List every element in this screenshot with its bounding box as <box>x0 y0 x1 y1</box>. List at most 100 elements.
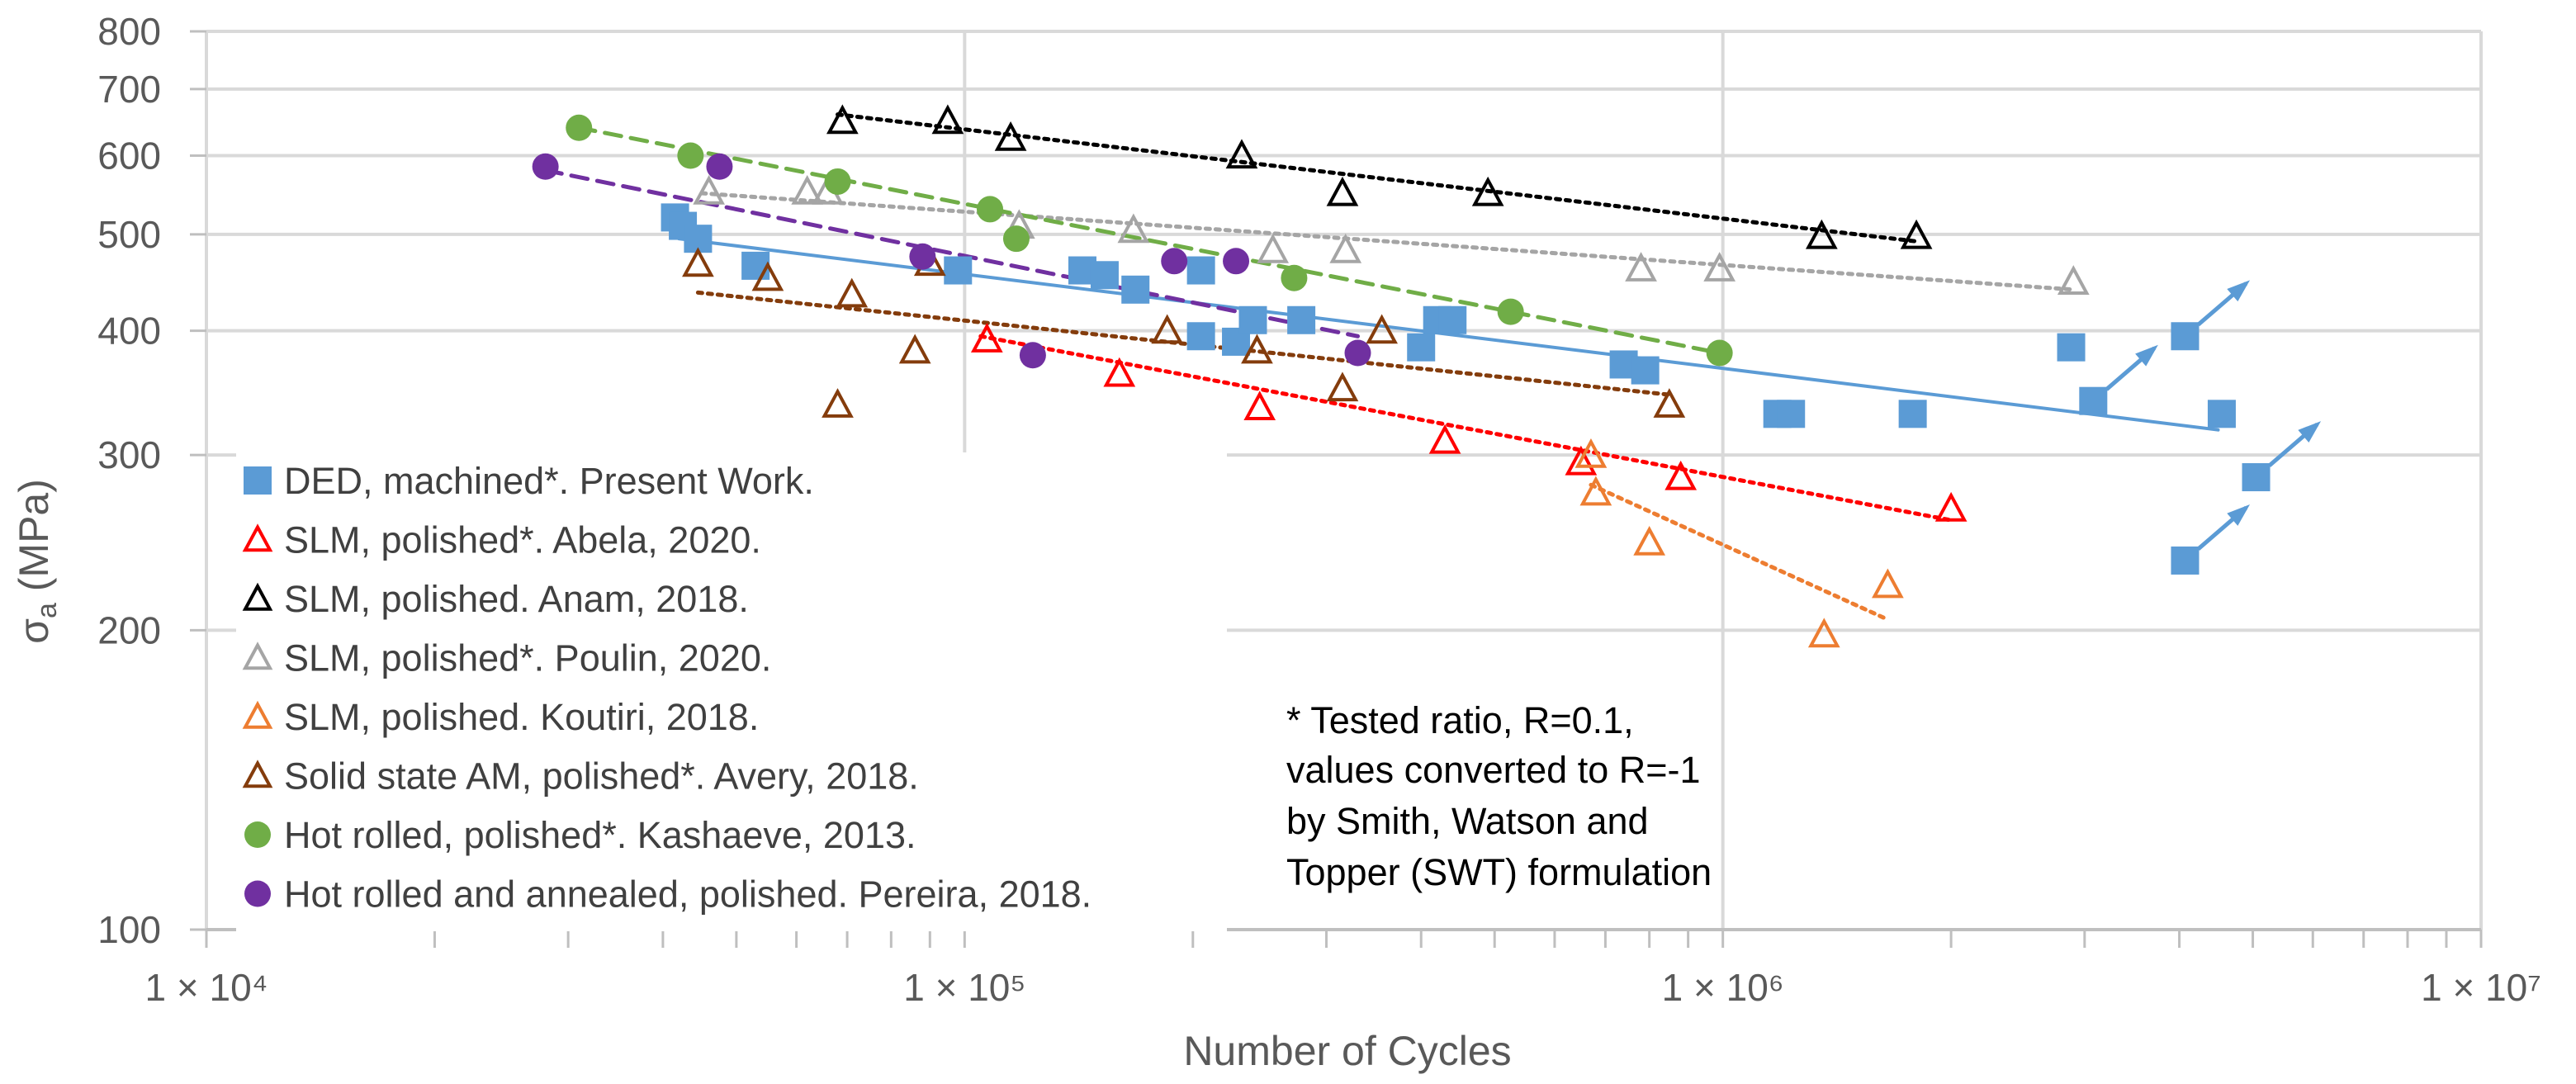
legend-marker-4 <box>242 700 273 729</box>
data-point-s1 <box>1103 357 1136 387</box>
data-point-s5 <box>751 261 784 291</box>
data-point-s5 <box>1151 314 1184 344</box>
data-point-s0 <box>1438 305 1467 334</box>
data-point-s1 <box>1664 460 1698 490</box>
data-point-s7 <box>532 153 559 180</box>
data-point-s3 <box>2057 265 2090 295</box>
x-tick-label: 1 × 10⁵ <box>903 966 1025 1009</box>
data-point-s1 <box>970 323 1003 353</box>
legend-label-0: DED, machined*. Present Work. <box>284 460 814 502</box>
tick-labels: 100 200 300 400 500 600 700 800 1 × 10⁴ 1 × 10⁵ 1 … <box>97 10 2541 1009</box>
y-tick-label: 500 <box>97 213 161 256</box>
legend: DED, machined*. Present Work. SLM, polish… <box>236 452 1227 931</box>
y-tick-label: 700 <box>97 68 161 111</box>
y-tick-label: 200 <box>97 608 161 651</box>
data-point-s5 <box>1326 372 1359 402</box>
data-point-s0 <box>2171 546 2200 575</box>
x-axis-title: Number of Cycles <box>1183 1028 1511 1074</box>
legend-label-2: SLM, polished. Anam, 2018. <box>284 578 749 620</box>
data-point-s6 <box>566 114 593 141</box>
data-point-s2 <box>1225 139 1258 169</box>
data-point-s6 <box>977 196 1004 223</box>
data-point-s0 <box>741 251 770 280</box>
data-point-s5 <box>1366 314 1398 344</box>
legend-label-3: SLM, polished*. Poulin, 2020. <box>284 637 771 679</box>
data-point-s0 <box>944 256 973 285</box>
data-point-s7 <box>1223 248 1250 275</box>
data-point-s0 <box>1186 322 1215 351</box>
data-point-s0 <box>2207 400 2236 428</box>
data-point-s0 <box>2057 333 2086 362</box>
data-point-s0 <box>1898 400 1927 428</box>
data-point-s6 <box>824 168 851 195</box>
data-point-s3 <box>1329 233 1362 263</box>
legend-marker-3 <box>242 641 273 670</box>
data-point-s2 <box>1900 219 1933 249</box>
data-point-s6 <box>1281 264 1308 291</box>
data-point-s0 <box>1631 356 1660 385</box>
legend-label-4: SLM, polished. Koutiri, 2018. <box>284 696 759 738</box>
data-point-s3 <box>1703 252 1736 282</box>
y-tick-label: 300 <box>97 433 161 476</box>
y-axis-title: σa (MPa) <box>11 479 63 644</box>
legend-marker-5 <box>242 760 273 788</box>
trendline-1 <box>978 334 1953 523</box>
data-point-s4 <box>1574 438 1608 468</box>
legend-marker-1 <box>242 523 273 552</box>
data-point-s7 <box>1344 339 1371 367</box>
note-line-3: by Smith, Watson and <box>1286 800 1649 842</box>
data-point-s5 <box>898 334 931 364</box>
data-point-s0 <box>1090 261 1119 290</box>
data-point-s4 <box>1579 476 1612 506</box>
data-point-s0 <box>2171 322 2200 351</box>
legend-label-7: Hot rolled and annealed, polished. Perei… <box>284 873 1091 916</box>
data-point-s6 <box>1002 225 1030 253</box>
data-point-s2 <box>931 104 964 135</box>
note-line-1: * Tested ratio, R=0.1, <box>1286 699 1634 741</box>
runout-arrow-head <box>2135 344 2158 367</box>
data-point-s7 <box>706 153 733 180</box>
data-point-s6 <box>1706 339 1733 367</box>
data-point-s3 <box>1257 233 1290 263</box>
data-point-s0 <box>1777 400 1806 428</box>
data-point-s1 <box>1428 424 1461 454</box>
x-tick-label: 1 × 10⁶ <box>1662 966 1784 1009</box>
data-point-s4 <box>1807 618 1840 648</box>
data-point-s0 <box>1287 305 1316 334</box>
y-tick-label: 100 <box>97 908 161 951</box>
legend-marker-6 <box>244 821 271 848</box>
legend-label-1: SLM, polished*. Abela, 2020. <box>284 519 761 561</box>
data-point-s3 <box>1625 252 1657 282</box>
data-point-s4 <box>1633 525 1666 556</box>
data-point-s0 <box>2079 386 2108 415</box>
x-tick-label: 1 × 10⁴ <box>145 966 268 1009</box>
data-point-s6 <box>677 142 704 169</box>
trendline-2 <box>836 112 1919 244</box>
legend-marker-7 <box>244 880 271 907</box>
data-point-s3 <box>1117 213 1150 244</box>
trendline-3 <box>699 191 2076 292</box>
trendline-5 <box>695 290 1672 397</box>
data-point-s2 <box>994 121 1027 151</box>
data-point-s1 <box>1565 445 1598 476</box>
data-point-s2 <box>1326 176 1359 206</box>
runout-arrow-head <box>2227 280 2251 302</box>
note-box: * Tested ratio, R=0.1, values converted … <box>1286 699 1712 893</box>
legend-label-5: Solid state AM, polished*. Avery, 2018. <box>284 755 919 798</box>
data-point-s5 <box>682 247 714 277</box>
data-point-s5 <box>836 277 869 308</box>
y-tick-label: 600 <box>97 135 161 178</box>
data-point-s0 <box>1407 333 1436 362</box>
data-point-s0 <box>1121 275 1150 304</box>
data-points <box>532 104 2271 648</box>
trendline-6 <box>576 125 1722 356</box>
data-point-s0 <box>2242 463 2271 492</box>
runout-arrow-head <box>2227 504 2251 526</box>
data-point-s5 <box>1241 334 1273 364</box>
data-point-s1 <box>1243 391 1276 421</box>
note-line-2: values converted to R=-1 <box>1286 749 1701 791</box>
data-point-s3 <box>791 174 824 205</box>
data-point-s2 <box>1806 219 1838 249</box>
note-line-4: Topper (SWT) formulation <box>1286 851 1712 893</box>
